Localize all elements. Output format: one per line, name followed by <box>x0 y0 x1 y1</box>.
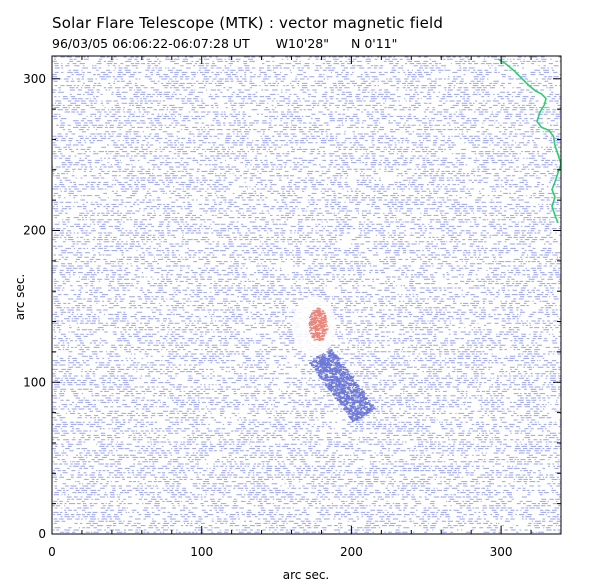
negative-polarity-patch <box>309 348 376 423</box>
x-tick-label: 0 <box>48 545 56 559</box>
sunspot-region <box>291 296 336 357</box>
solar-limb-line <box>497 58 561 224</box>
x-axis-label: arc sec. <box>282 568 330 582</box>
field-vectors <box>52 56 561 533</box>
y-tick-label: 0 <box>38 527 46 541</box>
x-tick-label: 300 <box>490 545 513 559</box>
plot-frame <box>51 55 562 535</box>
magnetic-field-pattern <box>52 56 561 533</box>
figure-title: Solar Flare Telescope (MTK) : vector mag… <box>52 14 444 32</box>
x-tick-label: 200 <box>340 545 363 559</box>
y-axis-label: arc sec. <box>13 273 27 321</box>
y-tick-label: 300 <box>23 72 46 86</box>
figure-subtitle: 96/03/05 06:06:22-06:07:28 UT W10'28" N … <box>52 36 397 51</box>
plot-background <box>52 56 561 534</box>
longitude-label: W10'28" <box>275 36 330 51</box>
latitude-label: N 0'11" <box>351 36 398 51</box>
y-tick-label: 200 <box>23 224 46 238</box>
y-axis-ticks: 0 100 200 300 <box>23 72 561 541</box>
positive-polarity-spot <box>308 307 329 341</box>
x-tick-label: 100 <box>190 545 213 559</box>
x-axis-ticks: 0 100 200 300 <box>48 56 562 559</box>
y-tick-label: 100 <box>23 375 46 389</box>
observation-time: 96/03/05 06:06:22-06:07:28 UT <box>52 36 250 51</box>
